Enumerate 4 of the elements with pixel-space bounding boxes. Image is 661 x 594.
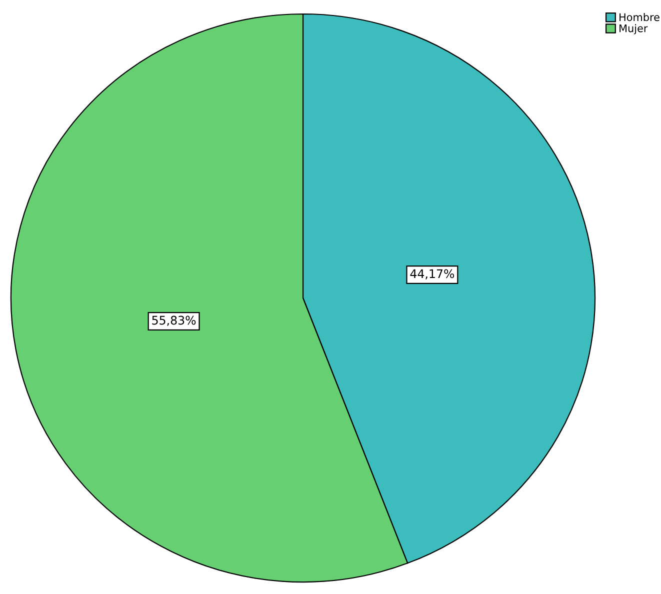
legend-label: Mujer	[620, 24, 648, 34]
data-label: 44,17%	[410, 269, 454, 280]
legend-label: Hombre	[620, 13, 660, 22]
data-label: 55,83%	[152, 316, 196, 326]
